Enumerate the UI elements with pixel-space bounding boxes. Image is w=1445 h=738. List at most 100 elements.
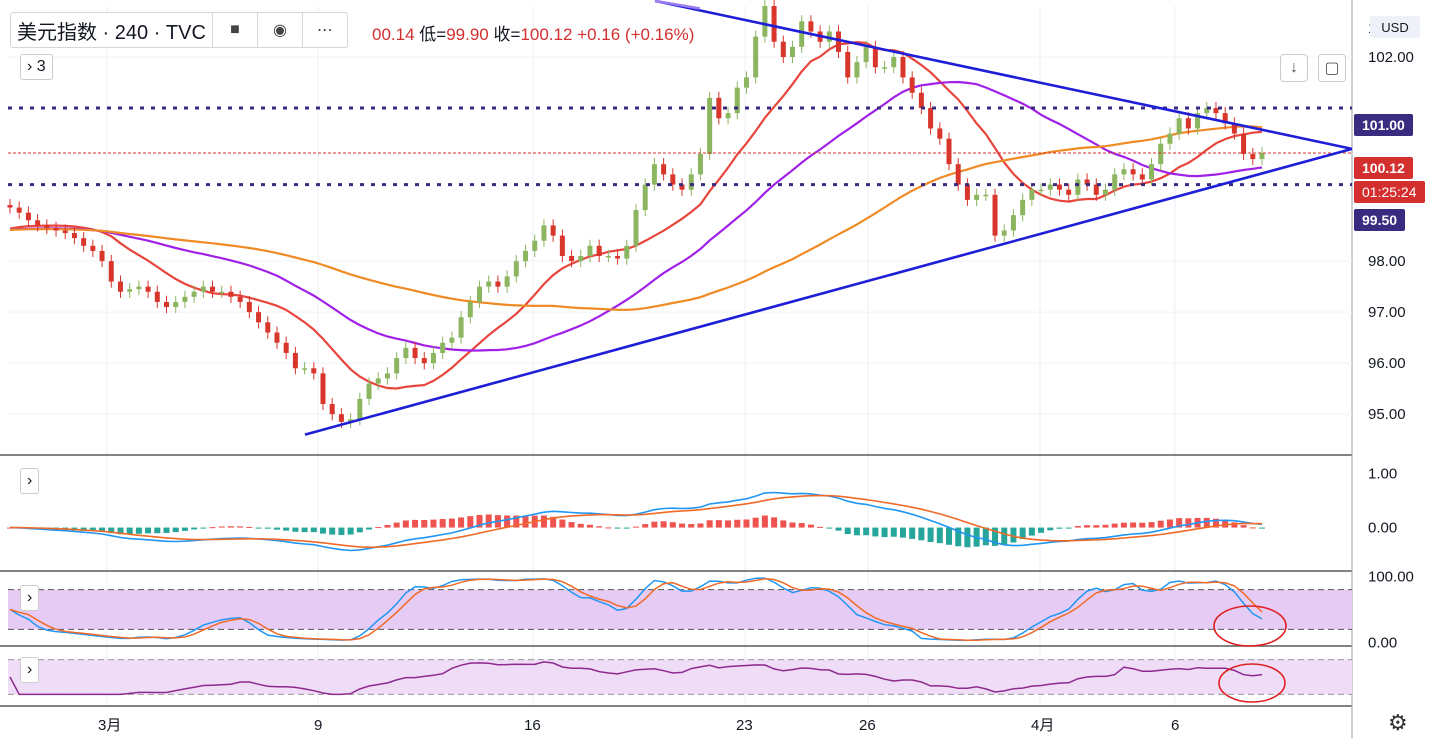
candle-body	[237, 296, 243, 302]
macd-histogram-bar	[1259, 527, 1265, 529]
y-tick-label: 95.00	[1368, 406, 1406, 423]
indicator-count: 3	[36, 58, 46, 75]
macd-histogram-bar	[1222, 520, 1229, 528]
macd-histogram-bar	[725, 520, 732, 528]
macd-histogram-bar	[853, 527, 860, 536]
candle-body	[173, 301, 179, 308]
candle-body	[458, 317, 464, 338]
macd-histogram-bar	[467, 516, 474, 528]
x-tick-label: 4月	[1031, 717, 1054, 734]
rsi-pane-toggle[interactable]: ›	[20, 657, 40, 683]
candle-body	[283, 342, 289, 353]
macd-histogram-bar	[734, 519, 741, 528]
candle-body	[384, 373, 390, 379]
candle-body	[743, 77, 749, 88]
candle-body	[219, 291, 225, 294]
macd-histogram-bar	[402, 520, 409, 528]
candle-body	[790, 46, 795, 58]
fullscreen-icon[interactable]: ▢	[1318, 54, 1346, 82]
stoch-pane-toggle[interactable]: ›	[20, 585, 40, 611]
candle-body	[1259, 152, 1265, 160]
candle-body	[1185, 118, 1191, 129]
candle-body	[559, 235, 565, 257]
macd-histogram-bar	[421, 520, 428, 528]
chevron-right-icon: ›	[27, 661, 33, 678]
candle-body	[1241, 133, 1247, 154]
currency-label[interactable]: USD	[1370, 16, 1420, 38]
candle-body	[918, 92, 924, 109]
candle-body	[81, 238, 87, 246]
macd-histogram-bar	[752, 517, 759, 528]
candle-body	[486, 281, 492, 287]
resistance-trendline	[654, 0, 1353, 151]
x-tick-label: 6	[1171, 717, 1179, 734]
candle-body	[1066, 189, 1072, 195]
macd-histogram-bar	[946, 527, 952, 545]
macd-histogram-bar	[633, 526, 639, 528]
candle-body	[265, 322, 271, 333]
candle-body	[430, 352, 436, 364]
macd-histogram-bar	[504, 515, 511, 528]
candle-body	[1029, 189, 1035, 200]
candle-body	[1176, 118, 1182, 134]
macd-histogram-bar	[1203, 517, 1210, 528]
close-value: 100.12	[520, 25, 573, 44]
macd-histogram-bar	[660, 521, 667, 528]
candle-body	[937, 128, 943, 139]
candle-body	[900, 57, 906, 78]
candle-body	[780, 41, 786, 58]
candle-body	[228, 291, 234, 297]
more-icon[interactable]: ⋯	[301, 13, 347, 47]
candle-body	[53, 227, 59, 231]
candle-body	[872, 46, 878, 68]
candle-body	[403, 347, 409, 359]
candle-body	[449, 337, 455, 343]
candle-body	[964, 184, 970, 200]
macd-histogram-bar	[154, 527, 161, 534]
candle-body	[550, 225, 556, 236]
macd-histogram-bar	[568, 522, 575, 528]
candle-body	[928, 108, 934, 129]
macd-histogram-bar	[255, 527, 262, 529]
macd-histogram-bar	[651, 521, 658, 528]
macd-histogram-bar	[145, 527, 152, 534]
macd-histogram-bar	[1093, 525, 1100, 528]
macd-histogram-bar	[375, 527, 382, 529]
macd-pane-toggle[interactable]: ›	[20, 468, 40, 494]
candle-body	[90, 245, 96, 251]
arrow-down-icon[interactable]: ↓	[1280, 54, 1308, 82]
gear-icon[interactable]: ⚙	[1388, 710, 1408, 735]
indicators-toggle[interactable]: › 3	[20, 54, 53, 80]
macd-histogram-bar	[559, 519, 566, 528]
candle-body	[164, 301, 169, 308]
candle-body	[882, 67, 888, 69]
macd-histogram-bar	[513, 515, 520, 528]
macd-histogram-bar	[623, 527, 630, 529]
macd-histogram-bar	[347, 527, 354, 535]
macd-histogram-bar	[669, 522, 676, 528]
x-tick-label: 26	[859, 717, 876, 734]
candle-body	[992, 194, 998, 236]
candle-body	[688, 174, 694, 190]
candle-body	[338, 414, 344, 422]
candle-body	[523, 250, 529, 262]
flag-icon[interactable]: ■	[211, 13, 257, 47]
signal-line	[10, 494, 1263, 549]
candle-body	[569, 256, 575, 262]
macd-histogram-bar	[1130, 522, 1137, 528]
macd-histogram-bar	[320, 527, 326, 534]
macd-histogram-bar	[1084, 525, 1091, 528]
ohlc-readout: 00.14 低=99.90 收=100.12 +0.16 (+0.16%)	[372, 20, 694, 45]
support-price-tag: 99.50	[1354, 209, 1406, 231]
candle-body	[1112, 174, 1118, 190]
symbol-header[interactable]: 美元指数 · 240 · TVC ■ ◉ ⋯	[10, 12, 348, 48]
macd-histogram-bar	[439, 519, 446, 528]
macd-histogram-bar	[1249, 527, 1256, 529]
eye-icon[interactable]: ◉	[256, 13, 302, 47]
candle-body	[16, 207, 22, 213]
x-tick-label: 9	[314, 717, 322, 734]
candle-body	[734, 87, 740, 114]
candle-body	[44, 225, 50, 228]
macd-histogram-bar	[126, 527, 133, 535]
